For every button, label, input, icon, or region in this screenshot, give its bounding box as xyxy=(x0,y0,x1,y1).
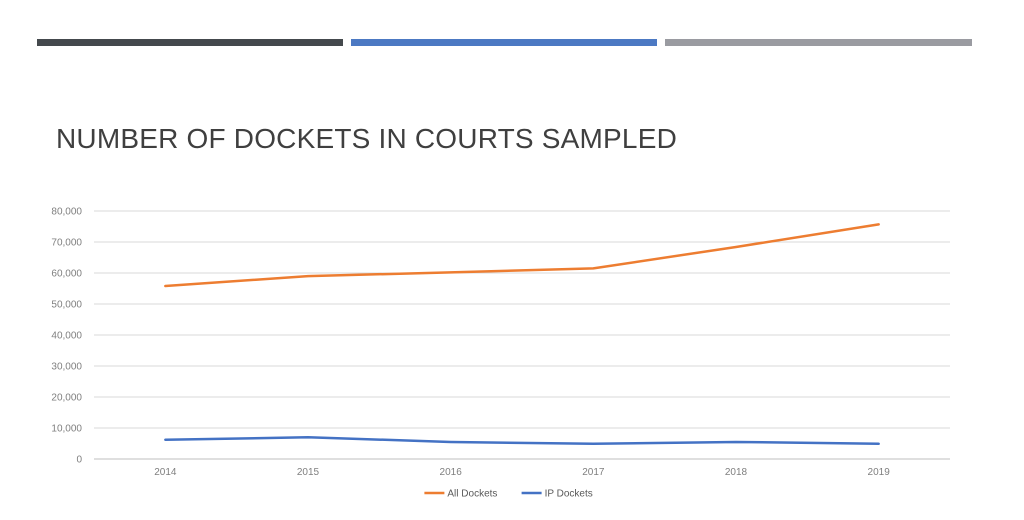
y-tick-label: 40,000 xyxy=(51,331,82,342)
series-line-all-dockets xyxy=(164,223,880,288)
x-tick-label: 2018 xyxy=(725,467,748,478)
legend-label: All Dockets xyxy=(447,489,497,500)
x-tick-label: 2017 xyxy=(582,467,605,478)
y-tick-label: 30,000 xyxy=(51,362,82,373)
accent-bar-blue xyxy=(351,39,657,46)
accent-bar-gray xyxy=(665,39,972,46)
y-tick-label: 0 xyxy=(76,455,82,466)
accent-bar-dark xyxy=(37,39,343,46)
slide-title: NUMBER OF DOCKETS IN COURTS SAMPLED xyxy=(56,123,678,154)
series-line-ip-dockets xyxy=(164,436,880,446)
y-tick-label: 20,000 xyxy=(51,393,82,404)
y-tick-label: 50,000 xyxy=(51,300,82,311)
x-tick-label: 2014 xyxy=(154,467,177,478)
legend-label: IP Dockets xyxy=(545,489,593,500)
y-tick-label: 10,000 xyxy=(51,424,82,435)
x-tick-label: 2015 xyxy=(297,467,320,478)
x-tick-label: 2016 xyxy=(440,467,463,478)
y-tick-label: 80,000 xyxy=(51,207,82,218)
y-tick-label: 60,000 xyxy=(51,269,82,280)
y-tick-label: 70,000 xyxy=(51,238,82,249)
x-tick-label: 2019 xyxy=(868,467,891,478)
